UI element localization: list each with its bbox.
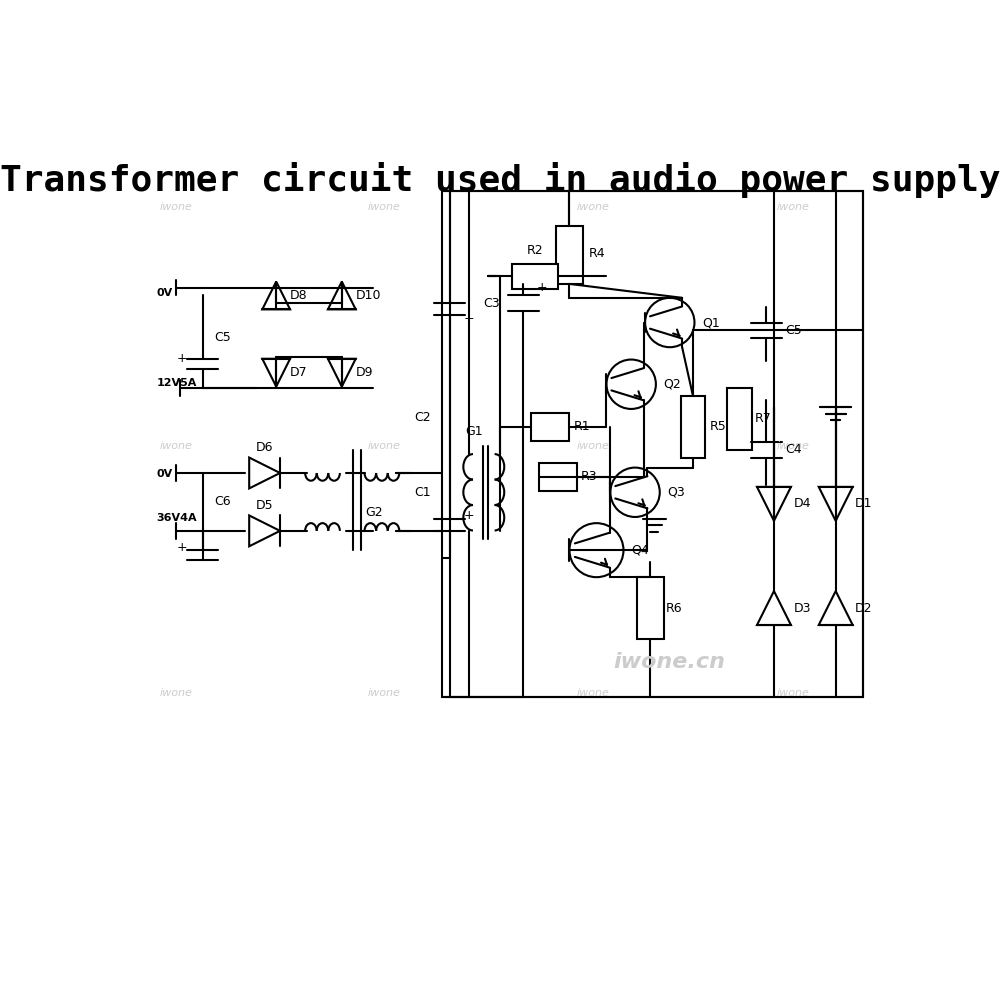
Text: G1: G1: [465, 425, 483, 438]
Text: iwone: iwone: [576, 441, 609, 451]
Text: R3: R3: [581, 470, 598, 483]
Text: 0V: 0V: [157, 288, 173, 298]
Text: Q4: Q4: [631, 544, 649, 557]
Text: C1: C1: [414, 486, 431, 499]
Text: C5: C5: [786, 324, 802, 337]
Text: C4: C4: [786, 443, 802, 456]
Text: R5: R5: [710, 420, 727, 433]
Text: D7: D7: [290, 366, 308, 379]
Text: iwone: iwone: [777, 688, 810, 698]
Text: Q1: Q1: [702, 316, 720, 329]
Text: D6: D6: [256, 441, 273, 454]
Bar: [442, 191, 863, 697]
Text: D5: D5: [256, 499, 273, 512]
Bar: [512, 264, 558, 289]
Text: C2: C2: [414, 411, 431, 424]
Text: R2: R2: [526, 244, 543, 257]
Text: iwone: iwone: [159, 441, 192, 451]
Text: R7: R7: [755, 412, 771, 425]
Text: +: +: [464, 312, 474, 325]
Text: R1: R1: [573, 420, 590, 433]
Bar: [637, 577, 664, 639]
Text: iwone.cn: iwone.cn: [614, 652, 726, 672]
Text: 12V5A: 12V5A: [157, 378, 197, 388]
Text: iwone: iwone: [576, 202, 609, 212]
Bar: [727, 388, 752, 450]
Bar: [681, 396, 705, 458]
Bar: [531, 413, 569, 441]
Text: R6: R6: [666, 602, 683, 615]
Text: iwone: iwone: [368, 688, 401, 698]
Text: 36V4A: 36V4A: [157, 513, 197, 523]
Text: 0V: 0V: [157, 469, 173, 479]
Text: C3: C3: [483, 297, 500, 310]
Text: +: +: [177, 541, 187, 554]
Text: iwone: iwone: [159, 202, 192, 212]
Bar: [556, 226, 583, 284]
Text: iwone: iwone: [777, 441, 810, 451]
Text: Transformer circuit used in audio power supply: Transformer circuit used in audio power …: [0, 162, 1000, 198]
Text: R4: R4: [589, 247, 605, 260]
Bar: [539, 463, 577, 491]
Text: Q3: Q3: [667, 486, 685, 499]
Text: D10: D10: [356, 289, 381, 302]
Text: iwone: iwone: [159, 688, 192, 698]
Text: D1: D1: [855, 497, 872, 510]
Text: Q2: Q2: [664, 378, 681, 391]
Text: +: +: [464, 509, 474, 522]
Text: G2: G2: [365, 506, 383, 519]
Text: D9: D9: [356, 366, 373, 379]
Text: D2: D2: [855, 602, 872, 615]
Text: +: +: [537, 281, 548, 294]
Text: D3: D3: [793, 602, 811, 615]
Text: iwone: iwone: [368, 202, 401, 212]
Text: +: +: [177, 352, 187, 365]
Text: iwone: iwone: [777, 202, 810, 212]
Text: C6: C6: [214, 495, 231, 508]
Text: C5: C5: [214, 331, 231, 344]
Text: iwone: iwone: [368, 441, 401, 451]
Text: D4: D4: [793, 497, 811, 510]
Text: iwone: iwone: [576, 688, 609, 698]
Text: D8: D8: [290, 289, 308, 302]
